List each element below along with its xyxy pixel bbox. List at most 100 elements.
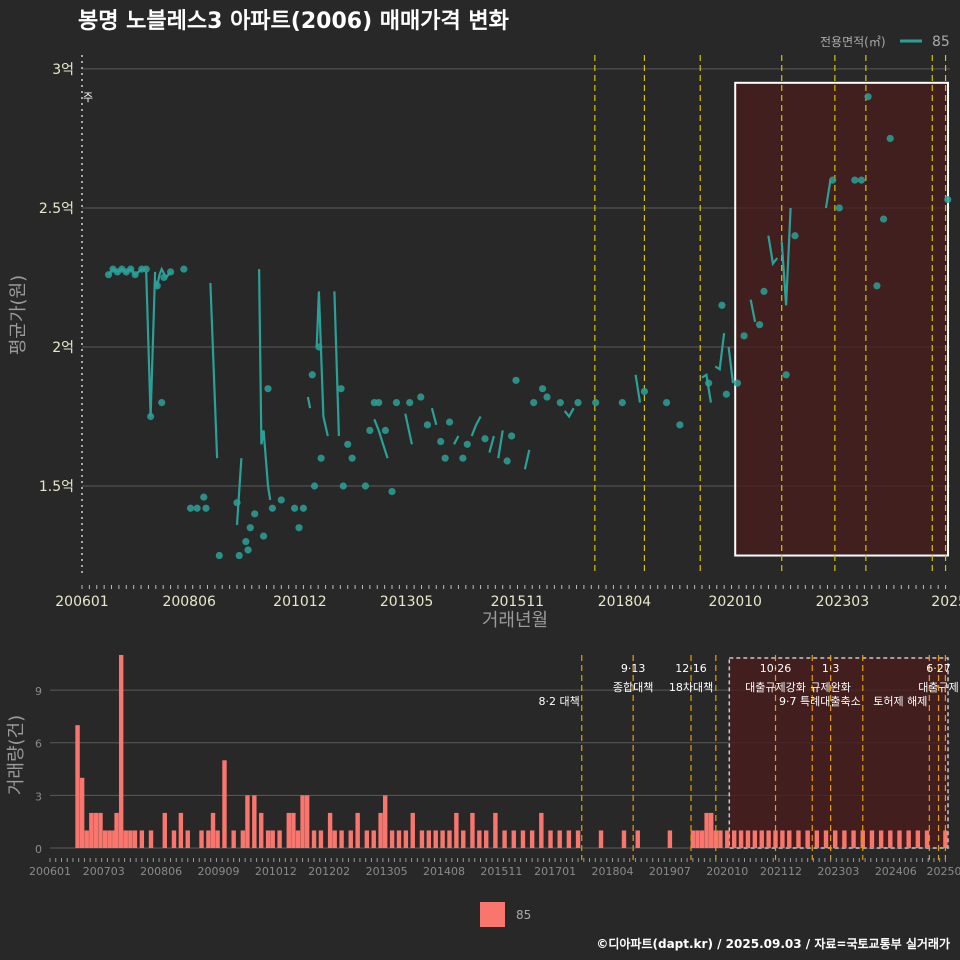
volume-bar bbox=[566, 830, 572, 848]
volume-x-tick-label: 200601 bbox=[29, 865, 71, 878]
volume-bar bbox=[199, 830, 204, 848]
volume-bar bbox=[752, 830, 758, 848]
policy-date: 6·27 bbox=[926, 662, 951, 675]
price-point bbox=[131, 271, 139, 279]
volume-bar bbox=[332, 830, 337, 848]
volume-bar bbox=[286, 812, 291, 848]
volume-panel: 0 3 6 9 8·2 대책 9·13 종합대책 12·16 18차대책 10·26 대출규제강화 1… bbox=[29, 655, 960, 878]
volume-bar bbox=[695, 830, 700, 848]
top-legend: 전용면적(㎡) 85 bbox=[820, 34, 950, 50]
volume-x-tick-label: 201907 bbox=[649, 865, 691, 878]
price-point bbox=[423, 421, 432, 429]
price-point bbox=[158, 398, 166, 407]
price-point bbox=[886, 134, 894, 143]
price-point bbox=[299, 504, 308, 512]
price-point bbox=[417, 393, 425, 401]
volume-bar bbox=[548, 830, 553, 848]
volume-bar bbox=[419, 830, 425, 848]
price-point bbox=[740, 332, 748, 340]
volume-bar bbox=[75, 725, 80, 848]
highlight-region bbox=[734, 81, 950, 557]
price-point bbox=[676, 421, 684, 429]
volume-bar bbox=[805, 830, 810, 848]
volume-bar bbox=[709, 812, 714, 848]
volume-bar bbox=[396, 830, 402, 848]
policy-date: 1·3 bbox=[822, 662, 840, 675]
price-point bbox=[530, 398, 538, 407]
volume-y-tick-label: 3 bbox=[35, 790, 42, 803]
price-point bbox=[722, 390, 730, 398]
volume-bar bbox=[291, 812, 296, 848]
policy-name: 규제완화 bbox=[810, 681, 850, 694]
volume-bar bbox=[300, 795, 305, 848]
price-point bbox=[104, 271, 113, 279]
volume-y-tick-label: 9 bbox=[35, 685, 42, 698]
volume-y-tick-label: 6 bbox=[35, 738, 42, 751]
y-tick-label: 1.5억 bbox=[39, 479, 74, 495]
price-point bbox=[339, 482, 347, 490]
price-point bbox=[180, 265, 188, 273]
policy-annotation: 8·2 대책 bbox=[539, 695, 580, 708]
price-point bbox=[348, 454, 356, 462]
policy-name: 대출규제강화 bbox=[745, 681, 806, 694]
price-line-segment bbox=[235, 458, 243, 525]
price-point bbox=[791, 232, 799, 240]
volume-bar bbox=[690, 830, 696, 848]
volume-bar bbox=[410, 812, 415, 848]
volume-x-tick-label: 201804 bbox=[592, 865, 634, 878]
volume-bar bbox=[112, 830, 117, 848]
volume-bar bbox=[148, 830, 154, 848]
price-point bbox=[277, 496, 285, 504]
volume-bar bbox=[222, 760, 227, 848]
price-point bbox=[782, 371, 790, 379]
price-point bbox=[463, 440, 471, 448]
price-point bbox=[244, 546, 252, 554]
legend-entry-bottom: 85 bbox=[516, 908, 531, 922]
volume-x-tick-label: 201202 bbox=[308, 865, 350, 878]
price-point bbox=[147, 412, 155, 421]
volume-x-tick-label: 202406 bbox=[875, 865, 917, 878]
price-point bbox=[459, 454, 467, 462]
price-point bbox=[437, 437, 445, 446]
volume-x-tick-label: 200806 bbox=[140, 865, 182, 878]
volume-x-tick-label: 200909 bbox=[198, 865, 240, 878]
price-line-segment bbox=[453, 435, 460, 445]
price-point bbox=[375, 398, 383, 407]
volume-bar bbox=[520, 830, 526, 848]
volume-y-axis-title: 거래량(건) bbox=[6, 715, 27, 795]
volume-bar bbox=[383, 795, 388, 848]
price-panel: 1.5억 2억 2.5억 3억 200601 200806 201012 201305 2015… bbox=[39, 55, 960, 610]
legend-swatch-bar bbox=[480, 902, 505, 927]
price-line-segment bbox=[701, 372, 712, 403]
volume-bar bbox=[245, 795, 250, 848]
policy-name: 종합대책 bbox=[613, 681, 653, 694]
price-point bbox=[507, 432, 516, 440]
policy-annotation: 토허제 해제 bbox=[873, 694, 927, 708]
policy-name: 대출규제 bbox=[918, 681, 958, 694]
price-point bbox=[127, 265, 135, 273]
volume-bar bbox=[132, 830, 138, 848]
volume-bar bbox=[539, 812, 544, 848]
volume-x-tick-label: 202303 bbox=[817, 865, 859, 878]
y-axis-title: 평균가(원) bbox=[8, 275, 29, 355]
x-tick-label: 201012 bbox=[273, 594, 326, 610]
price-line-segment bbox=[824, 179, 832, 209]
price-point bbox=[851, 176, 859, 184]
volume-bar bbox=[389, 830, 395, 848]
price-point bbox=[366, 426, 374, 435]
volume-bar bbox=[355, 812, 360, 848]
volume-bar bbox=[924, 830, 930, 848]
volume-x-tick-label: 200703 bbox=[83, 865, 125, 878]
volume-bar bbox=[270, 830, 275, 848]
volume-bar bbox=[461, 830, 466, 848]
policy-annotation: 9·7 특례대출축소 bbox=[779, 695, 861, 708]
volume-bar bbox=[667, 830, 673, 848]
volume-bar bbox=[311, 830, 317, 848]
price-point bbox=[512, 376, 520, 384]
price-line-segment bbox=[306, 396, 312, 409]
volume-bar bbox=[738, 830, 744, 848]
price-line-segment bbox=[315, 291, 329, 437]
volume-bar bbox=[118, 655, 124, 848]
price-point bbox=[268, 504, 277, 512]
